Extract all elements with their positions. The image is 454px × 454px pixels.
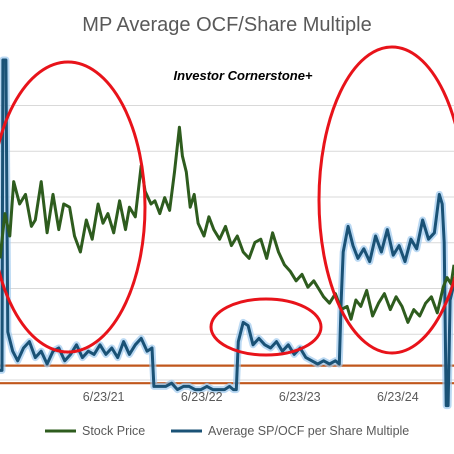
reference-lines	[0, 364, 454, 385]
legend: Stock Price Average SP/OCF per Share Mul…	[45, 424, 409, 438]
multiple-series-line	[0, 58, 454, 408]
highlight-ellipse-3	[317, 45, 454, 355]
highlight-ellipses	[0, 45, 454, 357]
highlight-ellipse-2	[209, 297, 323, 357]
x-tick-label: 6/23/24	[377, 390, 419, 404]
highlight-ellipse-1	[0, 60, 147, 354]
legend-label-multiple: Average SP/OCF per Share Multiple	[208, 424, 409, 438]
chart-title: MP Average OCF/Share Multiple	[82, 14, 371, 36]
series-layer	[0, 56, 454, 410]
x-tick-label: 6/23/23	[279, 390, 321, 404]
x-axis-ticks: 6/23/21 6/23/22 6/23/23 6/23/24	[83, 390, 419, 404]
stock-price-series-line	[0, 125, 454, 324]
legend-label-stock-price: Stock Price	[82, 424, 145, 438]
watermark-label: Investor Cornerstone+	[173, 68, 312, 83]
x-tick-label: 6/23/22	[181, 390, 223, 404]
x-tick-label: 6/23/21	[83, 390, 125, 404]
